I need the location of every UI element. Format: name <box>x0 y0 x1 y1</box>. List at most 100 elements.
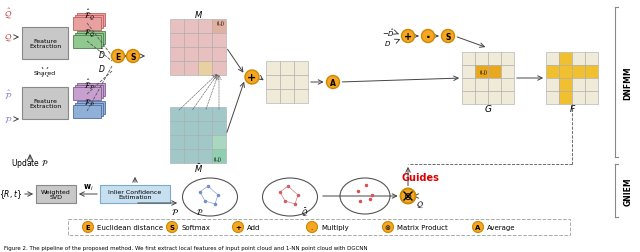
Bar <box>572 92 585 105</box>
Bar <box>170 62 184 76</box>
Bar <box>280 62 294 76</box>
Bar <box>266 90 280 104</box>
Text: $\otimes$: $\otimes$ <box>403 191 413 202</box>
Text: S: S <box>445 32 451 41</box>
Bar <box>198 121 212 136</box>
Bar <box>546 92 559 105</box>
Bar <box>75 16 103 29</box>
Bar <box>212 108 226 121</box>
Bar <box>488 79 501 92</box>
Text: $\cdot$: $\cdot$ <box>310 224 314 230</box>
Text: Inlier Confidence
Estimation: Inlier Confidence Estimation <box>108 189 162 200</box>
Bar <box>501 79 514 92</box>
Text: $\hat{\mathcal{F}}_\mathcal{Q}$: $\hat{\mathcal{F}}_\mathcal{Q}$ <box>84 7 95 22</box>
Text: $\mathbf{w}_i$: $\mathbf{w}_i$ <box>83 182 93 193</box>
Bar <box>77 32 105 45</box>
Circle shape <box>127 50 140 63</box>
Text: E: E <box>115 52 120 61</box>
Bar <box>22 88 68 119</box>
Bar <box>488 66 501 79</box>
Text: Weighted
SVD: Weighted SVD <box>41 189 71 200</box>
Circle shape <box>83 222 93 233</box>
Bar <box>488 92 501 105</box>
Circle shape <box>111 50 125 63</box>
Text: Figure 2. The pipeline of the proposed method. We first extract local features o: Figure 2. The pipeline of the proposed m… <box>4 245 367 250</box>
Bar <box>585 92 598 105</box>
Bar <box>184 108 198 121</box>
Text: +: + <box>235 224 241 230</box>
Bar <box>75 34 103 47</box>
Bar <box>294 76 308 90</box>
Bar <box>77 84 105 97</box>
Bar <box>212 121 226 136</box>
Text: M: M <box>195 11 202 19</box>
Bar <box>585 53 598 66</box>
Text: $\mathcal{F}_\mathcal{Q}$: $\mathcal{F}_\mathcal{Q}$ <box>84 27 95 39</box>
Text: $-\hat{D}$: $-\hat{D}$ <box>381 27 394 39</box>
Bar <box>198 34 212 48</box>
Bar <box>198 62 212 76</box>
Bar <box>22 28 68 60</box>
Text: DNFMM: DNFMM <box>623 66 632 100</box>
Bar <box>266 76 280 90</box>
Bar <box>546 79 559 92</box>
Circle shape <box>401 30 415 43</box>
Text: $\hat{\mathcal{Q}}$: $\hat{\mathcal{Q}}$ <box>4 7 12 21</box>
Bar <box>75 104 103 116</box>
Text: (i,j): (i,j) <box>214 156 222 161</box>
Text: $\mathcal{P}$: $\mathcal{P}$ <box>171 206 179 216</box>
Text: Multiply: Multiply <box>321 224 349 230</box>
Bar <box>184 136 198 149</box>
Text: $\mathcal{F}_\mathcal{P}$: $\mathcal{F}_\mathcal{P}$ <box>84 97 95 108</box>
Bar <box>77 14 105 27</box>
Bar <box>212 62 226 76</box>
Text: +: + <box>248 73 257 83</box>
Text: $\hat{\mathcal{P}}$: $\hat{\mathcal{P}}$ <box>4 88 12 101</box>
Text: $D$: $D$ <box>97 62 105 73</box>
Bar <box>280 90 294 104</box>
Bar <box>73 36 101 49</box>
Circle shape <box>422 30 435 43</box>
Bar <box>585 66 598 79</box>
Text: ·: · <box>426 30 430 43</box>
Text: S: S <box>131 52 136 61</box>
Bar <box>462 53 475 66</box>
Bar <box>559 53 572 66</box>
Circle shape <box>401 189 415 204</box>
Bar <box>462 66 475 79</box>
Text: F: F <box>570 105 575 114</box>
Bar <box>68 219 570 235</box>
Circle shape <box>326 76 339 89</box>
Circle shape <box>383 222 394 233</box>
Text: (i,j): (i,j) <box>217 20 225 25</box>
Text: $\mathcal{P}$: $\mathcal{P}$ <box>196 206 204 216</box>
Bar <box>462 79 475 92</box>
Bar <box>198 108 212 121</box>
Text: $\mathcal{Q}$: $\mathcal{Q}$ <box>416 199 424 209</box>
Text: $\otimes$: $\otimes$ <box>385 223 392 232</box>
Bar <box>462 92 475 105</box>
Text: Softmax: Softmax <box>181 224 210 230</box>
Text: $\{R,t\}$: $\{R,t\}$ <box>0 188 22 201</box>
Bar <box>212 20 226 34</box>
Bar <box>184 149 198 163</box>
Text: S: S <box>170 224 175 230</box>
Text: A: A <box>330 78 336 87</box>
Text: Feature
Extraction: Feature Extraction <box>29 39 61 49</box>
Bar <box>73 88 101 101</box>
Bar <box>294 90 308 104</box>
Circle shape <box>401 189 415 204</box>
Bar <box>73 18 101 31</box>
Bar <box>266 62 280 76</box>
Text: Guides: Guides <box>401 172 439 182</box>
Text: Matrix Product: Matrix Product <box>397 224 448 230</box>
Text: $\mathcal{Q}$: $\mathcal{Q}$ <box>4 33 12 43</box>
Text: E: E <box>86 224 90 230</box>
Bar <box>198 20 212 34</box>
Bar <box>585 79 598 92</box>
Text: $\bar{M}$: $\bar{M}$ <box>193 162 202 175</box>
Bar <box>75 86 103 99</box>
Bar <box>212 136 226 149</box>
Bar <box>198 136 212 149</box>
Bar <box>559 66 572 79</box>
